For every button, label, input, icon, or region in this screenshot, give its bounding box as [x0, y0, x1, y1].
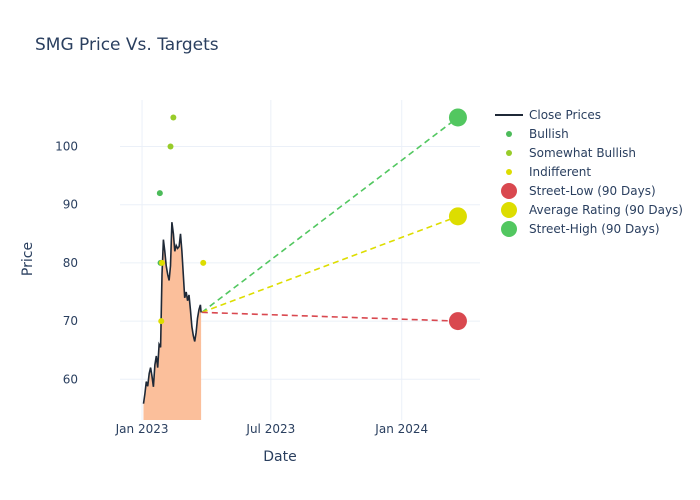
price-area — [143, 222, 202, 420]
indifferent-point[interactable] — [158, 318, 165, 325]
y-tick-label: 90 — [63, 198, 78, 212]
axes: 60 70 80 90 100 Jan 2023 Jul 2023 Jan 2024 — [55, 140, 428, 436]
legend-dot-swatch — [506, 131, 512, 137]
legend-somewhat-bullish[interactable]: Somewhat Bullish — [506, 146, 636, 160]
legend-street-high[interactable]: Street-High (90 Days) — [501, 221, 660, 237]
legend-dot-swatch — [506, 169, 512, 175]
target-lines — [201, 116, 459, 322]
legend-label: Close Prices — [529, 108, 601, 122]
x-axis-title: Date — [263, 449, 296, 465]
y-tick-label: 70 — [63, 314, 78, 328]
legend-label: Street-Low (90 Days) — [529, 184, 656, 198]
legend-bullish[interactable]: Bullish — [506, 127, 569, 141]
x-tick-label: Jan 2024 — [374, 422, 428, 436]
y-tick-label: 80 — [63, 256, 78, 270]
legend-dot-swatch — [506, 150, 512, 156]
average-rating-line — [201, 215, 459, 314]
close-price-area — [143, 222, 202, 420]
street-high-marker[interactable] — [448, 108, 467, 127]
legend-indifferent[interactable]: Indifferent — [506, 165, 591, 179]
legend-close-prices[interactable]: Close Prices — [495, 108, 601, 122]
legend-label: Average Rating (90 Days) — [529, 203, 683, 217]
legend-marker-swatch — [501, 202, 517, 218]
street-low-marker[interactable] — [448, 312, 467, 331]
legend-label: Indifferent — [529, 165, 591, 179]
legend-marker-swatch — [501, 183, 517, 199]
average-rating-marker[interactable] — [448, 207, 467, 226]
y-axis-title: Price — [20, 242, 36, 276]
indifferent-point[interactable] — [158, 259, 165, 266]
street-high-line — [201, 116, 459, 314]
legend-street-low[interactable]: Street-Low (90 Days) — [501, 183, 656, 199]
y-tick-label: 100 — [55, 140, 78, 154]
chart-title: SMG Price Vs. Targets — [35, 35, 219, 55]
legend-average-rating[interactable]: Average Rating (90 Days) — [501, 202, 683, 218]
close-price-line-group — [142, 222, 202, 404]
rating-points — [156, 114, 207, 325]
y-tick-label: 60 — [63, 372, 78, 386]
target-markers — [448, 108, 467, 331]
x-tick-label: Jul 2023 — [245, 422, 295, 436]
legend-label: Bullish — [529, 127, 569, 141]
bullish-point[interactable] — [156, 190, 163, 197]
street-low-line — [201, 311, 458, 322]
indifferent-point[interactable] — [200, 259, 207, 266]
legend-marker-swatch — [501, 221, 517, 237]
somewhat-bullish-point[interactable] — [170, 114, 177, 121]
somewhat-bullish-point[interactable] — [167, 143, 174, 150]
legend-label: Street-High (90 Days) — [529, 222, 660, 236]
close-price-line — [142, 222, 202, 404]
x-tick-label: Jan 2023 — [115, 422, 169, 436]
legend-label: Somewhat Bullish — [529, 146, 636, 160]
legend[interactable]: Close Prices Bullish Somewhat Bullish Indif… — [495, 108, 683, 237]
